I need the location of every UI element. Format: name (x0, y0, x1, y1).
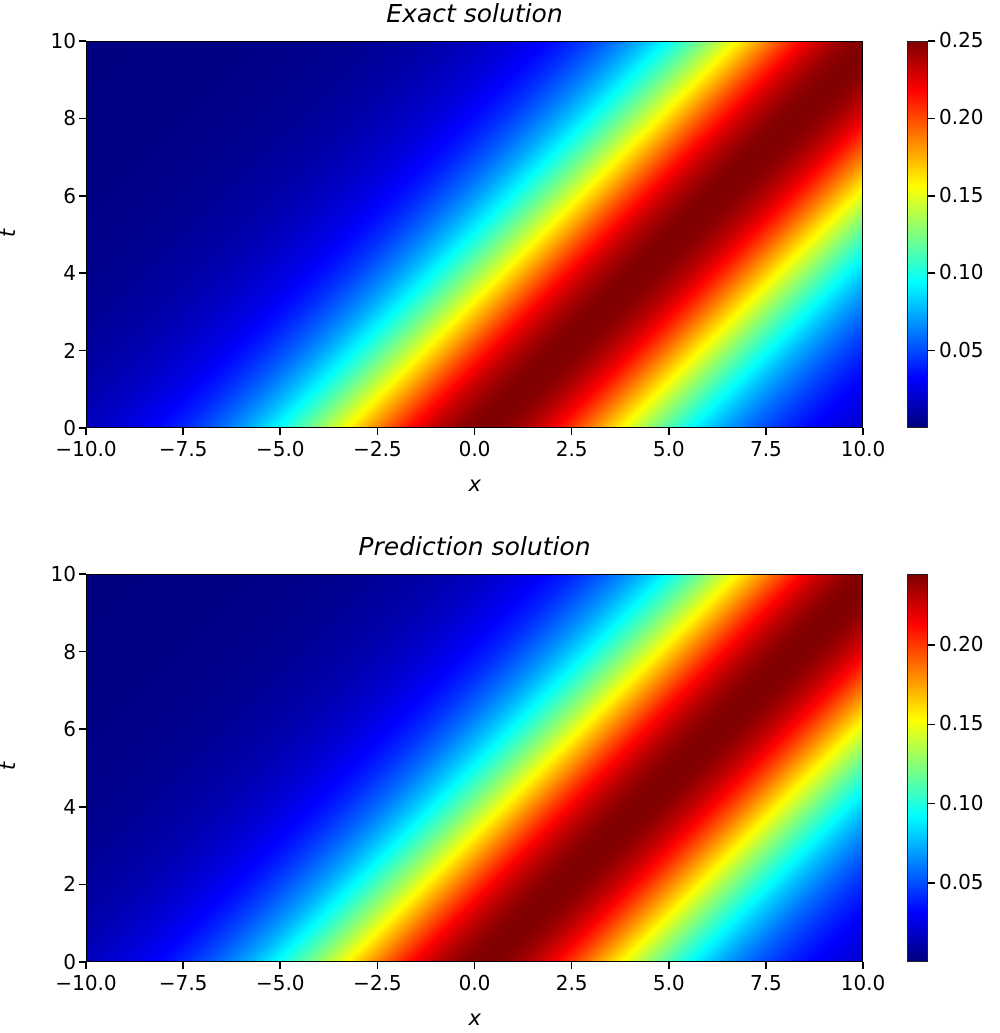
y-tick-mark (79, 349, 86, 352)
x-tick-label: −2.5 (353, 971, 402, 995)
x-tick-label: −10.0 (55, 971, 117, 995)
colorbar-tick-mark (928, 882, 935, 884)
x-tick-mark (182, 428, 184, 435)
x-tick-mark (667, 428, 670, 435)
y-tick-label: 10 (50, 562, 76, 586)
y-tick-label: 8 (63, 639, 76, 664)
x-tick-mark (765, 428, 767, 435)
y-tick-mark (79, 728, 86, 730)
colorbar (907, 41, 928, 428)
x-tick-label: 7.5 (749, 971, 782, 995)
y-tick-mark (79, 806, 86, 808)
y-tick-mark (79, 650, 86, 653)
colorbar (907, 574, 928, 962)
colorbar-tick-mark (928, 349, 935, 352)
x-tick-mark (765, 962, 767, 969)
x-tick-label: −10.0 (55, 437, 117, 461)
x-tick-label: 0.0 (458, 437, 491, 461)
heatmap-plot-area (86, 574, 863, 962)
x-tick-mark (473, 962, 476, 969)
x-tick-mark (862, 428, 864, 435)
y-tick-mark (79, 272, 86, 274)
y-tick-mark (79, 195, 86, 197)
x-tick-label: −5.0 (255, 437, 305, 461)
x-tick-label: 0.0 (458, 971, 491, 995)
y-tick-label: 10 (50, 29, 76, 53)
y-tick-label: 0 (63, 950, 76, 974)
x-tick-mark (570, 428, 573, 435)
colorbar-tick-label: 0.15 (939, 182, 984, 207)
x-tick-label: −7.5 (158, 437, 208, 461)
y-tick-label: 0 (63, 416, 76, 440)
y-tick-mark (79, 573, 86, 575)
colorbar-tick-mark (928, 802, 935, 805)
colorbar-tick-label: 0.10 (939, 790, 984, 815)
colorbar-tick-label: 0.05 (939, 337, 984, 362)
y-tick-label: 6 (63, 183, 76, 208)
x-tick-mark (862, 962, 864, 969)
y-axis-label: t (0, 762, 20, 770)
heatmap-canvas (87, 42, 862, 427)
x-axis-label: x (468, 472, 481, 496)
x-tick-label: 7.5 (749, 437, 782, 461)
x-tick-mark (279, 428, 282, 435)
y-tick-label: 2 (63, 338, 76, 363)
heatmap-plot-area (86, 41, 863, 428)
colorbar-tick-mark (928, 40, 935, 42)
colorbar-tick-label: 0.20 (939, 632, 984, 657)
y-tick-mark (79, 117, 86, 120)
colorbar-tick-label: 0.15 (939, 711, 984, 736)
y-tick-mark (79, 427, 86, 429)
x-tick-mark (182, 962, 184, 969)
y-tick-label: 8 (63, 106, 76, 131)
x-tick-mark (376, 962, 379, 969)
x-tick-label: −2.5 (353, 437, 402, 461)
colorbar-tick-mark (928, 723, 935, 726)
x-tick-label: 5.0 (652, 437, 685, 461)
x-tick-mark (279, 962, 282, 969)
y-tick-mark (79, 883, 86, 886)
x-tick-label: 10.0 (840, 437, 886, 461)
y-tick-mark (79, 961, 86, 963)
chart-title: Exact solution (386, 0, 563, 28)
x-tick-label: 2.5 (555, 437, 588, 461)
colorbar-tick-mark (928, 117, 935, 120)
y-tick-label: 4 (63, 261, 76, 286)
chart-title: Prediction solution (358, 532, 591, 561)
colorbar-tick-label: 0.10 (939, 260, 984, 285)
colorbar-gradient (908, 575, 927, 961)
x-tick-label: 2.5 (555, 971, 588, 995)
x-tick-label: −7.5 (158, 971, 208, 995)
x-axis-label: x (468, 1006, 481, 1030)
heatmap-canvas (87, 575, 862, 961)
x-tick-mark (85, 962, 87, 969)
colorbar-tick-mark (928, 272, 935, 274)
y-tick-mark (79, 40, 86, 42)
x-tick-label: 5.0 (652, 971, 685, 995)
x-tick-label: −5.0 (255, 971, 305, 995)
y-tick-label: 4 (63, 794, 76, 819)
x-tick-mark (376, 428, 379, 435)
colorbar-tick-label: 0.25 (939, 28, 984, 52)
x-tick-mark (667, 962, 670, 969)
y-axis-label: t (0, 228, 20, 236)
colorbar-tick-label: 0.05 (939, 869, 984, 894)
x-tick-mark (570, 962, 573, 969)
y-tick-label: 2 (63, 872, 76, 897)
colorbar-tick-label: 0.20 (939, 105, 984, 130)
colorbar-gradient (908, 42, 927, 427)
colorbar-tick-mark (928, 195, 935, 197)
colorbar-tick-mark (928, 644, 935, 647)
y-tick-label: 6 (63, 717, 76, 742)
x-tick-label: 10.0 (840, 971, 886, 995)
x-tick-mark (473, 428, 476, 435)
x-tick-mark (85, 428, 87, 435)
